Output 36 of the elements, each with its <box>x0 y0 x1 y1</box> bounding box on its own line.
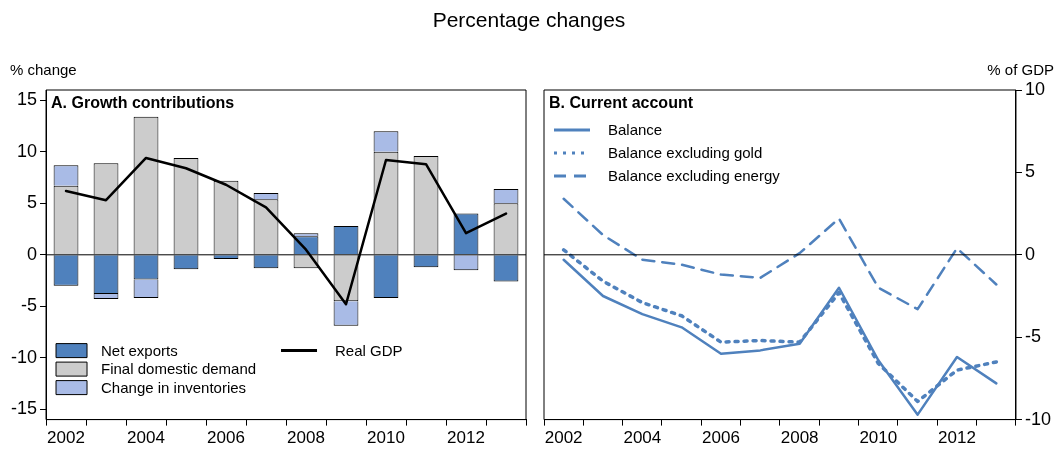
legend-label: Real GDP <box>335 341 403 359</box>
y-tick-label: 0 <box>1024 243 1035 264</box>
y-tick-label: 10 <box>16 140 38 161</box>
y-tick-label: 10 <box>1024 78 1046 99</box>
y-axis-title: % of GDP <box>987 60 1054 78</box>
legend-label: Balance <box>608 121 663 139</box>
chart-subtitle: B. Current account <box>549 94 694 112</box>
x-tick-label: 2008 <box>287 428 325 448</box>
y-tick-label: -5 <box>21 295 38 316</box>
x-tick-label: 2006 <box>702 428 740 448</box>
y-tick-label: 0 <box>27 243 38 264</box>
x-tick-label: 2008 <box>780 428 819 448</box>
y-tick-label: -10 <box>11 346 38 367</box>
x-tick-label: 2004 <box>623 428 662 448</box>
x-tick-label: 2006 <box>207 428 245 448</box>
y-tick-label: -5 <box>1024 326 1041 347</box>
x-tick-label: 2010 <box>367 428 405 448</box>
x-tick-label: 2002 <box>544 428 583 448</box>
x-tick-label: 2012 <box>938 428 976 448</box>
x-tick-label: 2012 <box>447 428 485 448</box>
legend-label: Balance excluding energy <box>608 167 781 185</box>
legend-label: Balance excluding gold <box>608 144 763 162</box>
x-tick-label: 2004 <box>127 428 165 448</box>
y-tick-label: 5 <box>1024 161 1035 182</box>
legend-label: Change in inventories <box>101 378 247 396</box>
y-tick-label: 5 <box>27 192 38 213</box>
y-tick-label: 15 <box>16 89 38 110</box>
x-tick-label: 2010 <box>859 428 898 448</box>
y-axis-title: % change <box>10 60 77 78</box>
legend-label: Net exports <box>101 341 178 359</box>
x-tick-label: 2002 <box>47 428 85 448</box>
legend-label: Final domestic demand <box>101 360 257 378</box>
chart-subtitle: A. Growth contributions <box>51 94 235 112</box>
y-tick-label: -15 <box>11 398 38 419</box>
chart-title: Percentage changes <box>431 8 627 32</box>
y-tick-label: -10 <box>1024 408 1051 429</box>
